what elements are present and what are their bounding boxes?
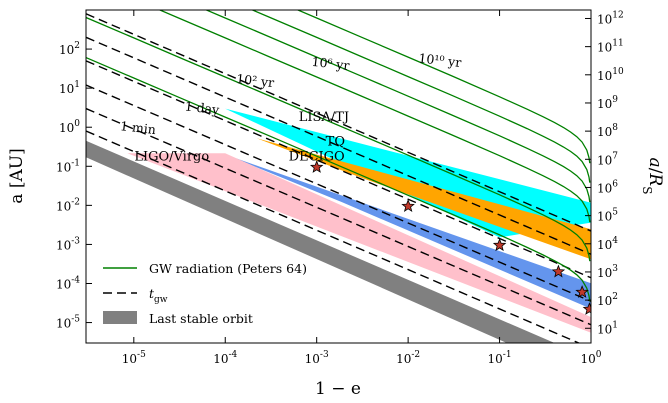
star-markers [309,160,591,315]
y2-tick-label: 109 [597,95,618,111]
y-tick-label: 10-3 [56,236,80,252]
y-tick-label: 10-2 [56,197,80,213]
x-axis-title: 1 − e [315,379,361,399]
gw-track [250,10,591,183]
tgw-line [86,107,591,326]
y2-tick-label: 107 [597,151,618,167]
y2-tick-label: 102 [597,292,618,308]
x-tick-label: 100 [580,350,601,366]
last-stable-orbit-band-shape [86,140,555,343]
plot-area [86,10,591,343]
y2-tick-label: 108 [597,123,618,139]
tgw-annotation: 1 min [119,118,156,137]
gw-tracks [86,10,591,302]
y-tick-label: 10-1 [56,158,80,174]
gw-track [158,10,591,223]
region-label: LISA/TJ [299,110,349,125]
y2-tick-label: 106 [597,179,618,195]
gw-track [296,10,591,164]
gw-track [86,57,591,302]
y-tick-label: 102 [59,41,80,57]
legend-label: Last stable orbit [149,311,253,326]
y-axis-title: a [AU] [7,148,27,203]
x-tick-label: 10-1 [488,350,512,366]
y-tick-label: 100 [59,119,80,135]
tgw-line [86,36,591,255]
tgw-lines [86,13,591,343]
y2-axis-title: a/RS [640,158,665,195]
y2-tick-label: 1010 [597,67,624,83]
y2-tick-label: 1012 [597,10,624,26]
y2-tick-label: 105 [597,208,618,224]
gw-track [86,16,591,262]
star-marker [492,238,507,252]
region-label: TQ [326,135,345,150]
y-tick-label: 10-4 [56,275,80,291]
region-tq [256,138,591,260]
tgw-line [86,130,581,343]
x-tick-label: 10-4 [213,350,237,366]
legend-label: tgw [149,286,168,305]
tgw-annotation: 10⁶ yr [311,54,350,73]
y2-tick-label: 104 [597,236,618,252]
x-tick-label: 10-3 [305,350,329,366]
tgw-annotation: 1 day [184,99,221,118]
x-tick-label: 10-5 [122,350,146,366]
y-tick-label: 101 [59,80,80,96]
y-tick-label: 10-5 [56,315,80,331]
gw-track [204,10,591,203]
sensitivity-regions [127,108,591,333]
tgw-annotation: 10² yr [236,71,275,90]
plot-frame [85,9,592,344]
x-tick-label: 10-2 [396,350,420,366]
region-label: LIGO/Virgo [134,150,209,165]
star-marker [582,302,591,315]
tgw-line [86,60,591,279]
star-marker [401,199,415,213]
y2-tick-label: 101 [597,320,618,336]
axis-ticks: 10-5 10-4 10-3 10-2 10-1 100 10-5 10-4 10-3 10-2 1… [56,10,624,366]
y2-tick-label: 1011 [597,39,624,55]
tgw-annotation: 10¹⁰ yr [418,50,462,70]
y2-tick-label: 103 [597,264,618,280]
tgw-line [86,13,591,232]
star-marker [309,160,324,173]
region-ligo-virgo [127,153,591,333]
region-label: DECIGO [289,150,345,165]
star-marker [575,285,589,298]
legend-swatch-lso [103,311,137,324]
legend-label: GW radiation (Peters 64) [149,261,307,276]
tgw-line [86,84,591,302]
star-marker [551,264,566,278]
last-stable-orbit-band [86,140,555,343]
legend: GW radiation (Peters 64) tgw Last stable o… [103,261,307,326]
